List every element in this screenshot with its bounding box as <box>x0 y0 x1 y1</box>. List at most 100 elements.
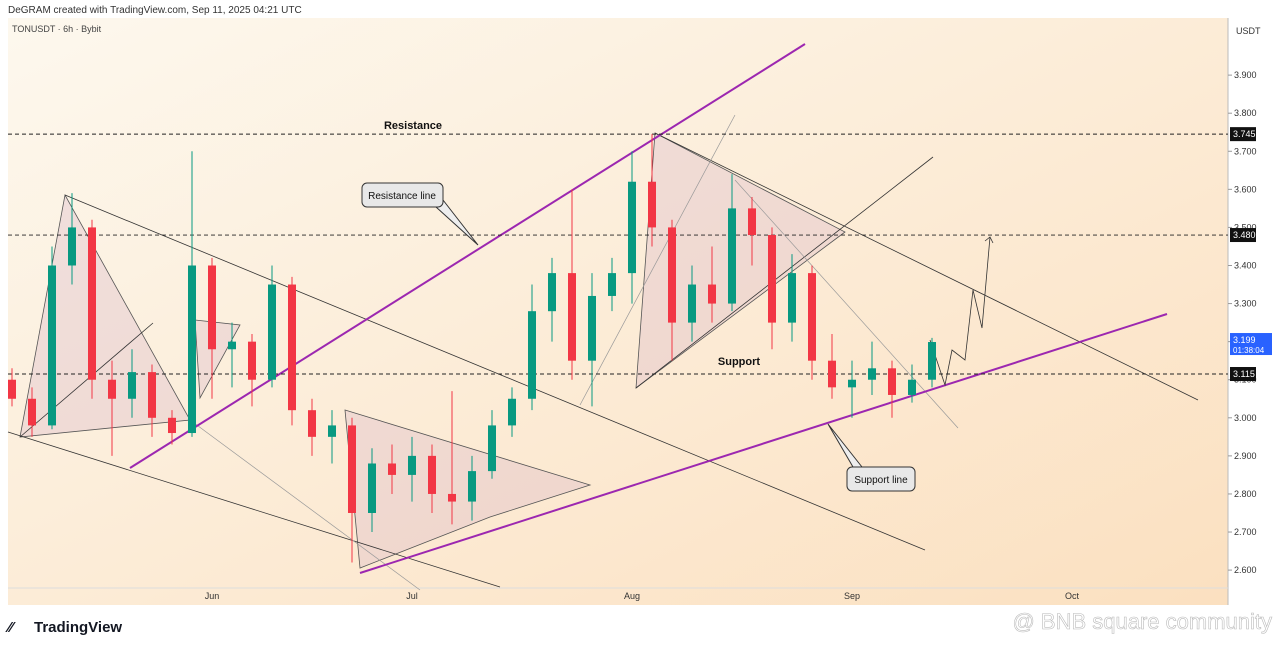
level-label: 3.745 <box>1233 129 1256 139</box>
y-tick-label: 3.900 <box>1234 70 1257 80</box>
candle-body <box>188 265 196 434</box>
level-tag <box>1230 367 1256 382</box>
patterns <box>19 132 846 569</box>
candle-body <box>248 341 256 380</box>
y-tick-label: 3.500 <box>1234 222 1257 232</box>
callout <box>846 466 916 492</box>
candle-body <box>348 425 356 513</box>
pattern <box>635 132 846 389</box>
candle-body <box>868 368 876 380</box>
candle-body <box>48 265 56 426</box>
trendline <box>64 194 926 551</box>
candle-body <box>228 341 236 350</box>
candle-body <box>788 273 796 323</box>
guide <box>734 179 959 429</box>
candle-body <box>548 273 556 312</box>
brand: TradingView <box>34 619 122 636</box>
axis-unit: USDT <box>1236 26 1261 36</box>
candle-body <box>688 284 696 323</box>
support-trendline <box>359 313 1168 574</box>
candle-body <box>888 368 896 395</box>
candle-body <box>728 208 736 304</box>
y-tick-label: 3.700 <box>1234 146 1257 156</box>
candle-body <box>88 227 96 380</box>
symbol: TONUSDT · 6h · Bybit <box>12 24 102 34</box>
brand-logo: ⁄⁄ <box>5 619 17 636</box>
candle-body <box>308 410 316 437</box>
callout-pointer <box>827 423 863 468</box>
x-tick-label: Aug <box>624 591 640 601</box>
candle-body <box>648 181 656 228</box>
guides <box>189 114 959 591</box>
level-label: 3.115 <box>1233 369 1255 379</box>
callout <box>361 182 444 208</box>
last-price-label: 3.199 <box>1233 335 1256 345</box>
candle-body <box>148 372 156 418</box>
candle-body <box>168 417 176 434</box>
y-tick-label: 3.400 <box>1234 260 1257 270</box>
y-tick-label: 2.800 <box>1234 489 1257 499</box>
candle-body <box>568 273 576 361</box>
y-tick-label: 3.800 <box>1234 108 1257 118</box>
candle-body <box>328 425 336 437</box>
candle-body <box>128 372 136 399</box>
x-tick-label: Oct <box>1065 591 1080 601</box>
candle-body <box>768 235 776 323</box>
candle-body <box>628 181 636 274</box>
trendline <box>7 431 501 588</box>
candle-body <box>468 471 476 502</box>
trendline <box>654 132 1199 401</box>
projection <box>929 236 991 387</box>
pattern <box>344 409 592 569</box>
y-tick-label: 2.700 <box>1234 527 1257 537</box>
last-price-tag <box>1230 333 1272 356</box>
callout-text: Support line <box>854 475 908 486</box>
candle-body <box>848 379 856 388</box>
candle-body <box>408 455 416 475</box>
y-tick-label: 3.000 <box>1234 413 1257 423</box>
resistance-trendline <box>129 43 806 469</box>
level-label: 3.480 <box>1233 230 1256 240</box>
trendline <box>635 156 934 389</box>
candle-body <box>508 398 516 426</box>
countdown: 01:38:04 <box>1233 346 1265 355</box>
candle-body <box>448 493 456 502</box>
candle-body <box>288 284 296 411</box>
annotation: Support <box>718 356 760 368</box>
y-tick-label: 3.300 <box>1234 299 1257 309</box>
candle-body <box>388 463 396 475</box>
y-tick-label: 2.600 <box>1234 565 1257 575</box>
guide <box>579 114 736 406</box>
projection-arrow <box>984 236 994 244</box>
pattern <box>194 319 241 400</box>
candle-body <box>708 284 716 304</box>
credit: DeGRAM created with TradingView.com, Sep… <box>8 5 302 16</box>
x-tick-label: Sep <box>844 591 860 601</box>
level-tag <box>1230 127 1256 142</box>
candle-body <box>268 284 276 380</box>
candle-body <box>428 455 436 494</box>
y-tick-label: 2.900 <box>1234 451 1257 461</box>
trendline <box>19 322 154 438</box>
candle-body <box>8 379 16 399</box>
candle-body <box>588 295 596 361</box>
guide <box>189 419 421 591</box>
candle-body <box>68 227 76 266</box>
candle-body <box>828 360 836 388</box>
candle-body <box>528 311 536 399</box>
x-tick-label: Jun <box>205 591 220 601</box>
candle-body <box>668 227 676 323</box>
watermark: @ BNB square community <box>1012 609 1272 634</box>
candle-body <box>748 208 756 236</box>
pattern <box>19 193 191 438</box>
candle-body <box>908 379 916 395</box>
callout-text: Resistance line <box>368 191 436 202</box>
candle-body <box>208 265 216 350</box>
candle-body <box>608 273 616 296</box>
level-tag <box>1230 228 1256 243</box>
y-tick-label: 3.600 <box>1234 184 1257 194</box>
x-tick-label: Jul <box>406 591 418 601</box>
candle-body <box>928 342 936 380</box>
